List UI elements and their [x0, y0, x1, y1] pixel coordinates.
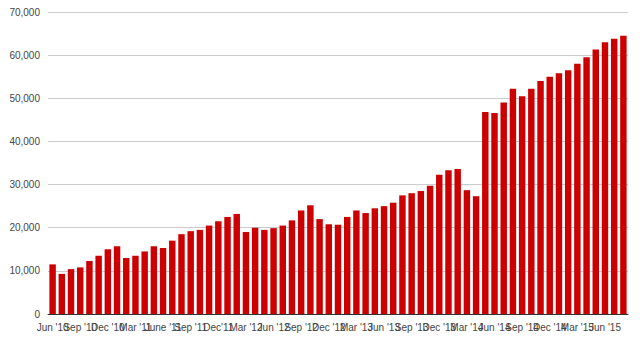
- svg-text:Mar '13: Mar '13: [339, 321, 373, 333]
- svg-text:Mar '12: Mar '12: [229, 321, 263, 333]
- svg-text:Sep '13: Sep '13: [394, 321, 429, 333]
- svg-text:Jun '14: Jun '14: [478, 321, 511, 333]
- svg-text:Jun '15: Jun '15: [589, 322, 621, 333]
- svg-text:Dec '14: Dec '14: [532, 321, 567, 333]
- svg-text:Dec '12: Dec '12: [312, 321, 346, 333]
- svg-text:10,000: 10,000: [9, 265, 40, 276]
- svg-text:June '11: June '11: [144, 321, 182, 333]
- svg-text:40,000: 40,000: [9, 136, 40, 147]
- svg-text:Dec'11: Dec'11: [203, 321, 234, 333]
- svg-text:Jun '12: Jun '12: [257, 321, 290, 333]
- svg-text:70,000: 70,000: [9, 7, 40, 18]
- svg-text:Jun '13: Jun '13: [368, 321, 400, 333]
- svg-text:Sep '11: Sep '11: [174, 321, 208, 333]
- svg-text:Sep '14: Sep '14: [505, 321, 539, 333]
- svg-text:50,000: 50,000: [9, 93, 40, 104]
- svg-text:Sep '12: Sep '12: [284, 321, 318, 333]
- svg-text:Mar '15: Mar '15: [560, 321, 594, 333]
- svg-text:Dec '10: Dec '10: [91, 321, 125, 333]
- svg-text:Mar '11: Mar '11: [119, 321, 152, 333]
- svg-text:Dec '13: Dec '13: [422, 321, 457, 333]
- svg-text:30,000: 30,000: [9, 179, 40, 190]
- svg-text:0: 0: [34, 309, 40, 320]
- svg-text:60,000: 60,000: [9, 50, 40, 61]
- svg-text:Sep '10: Sep '10: [63, 321, 97, 333]
- svg-text:20,000: 20,000: [9, 222, 40, 233]
- svg-text:Mar '14: Mar '14: [450, 321, 484, 333]
- svg-text:Jun '10: Jun '10: [36, 321, 69, 333]
